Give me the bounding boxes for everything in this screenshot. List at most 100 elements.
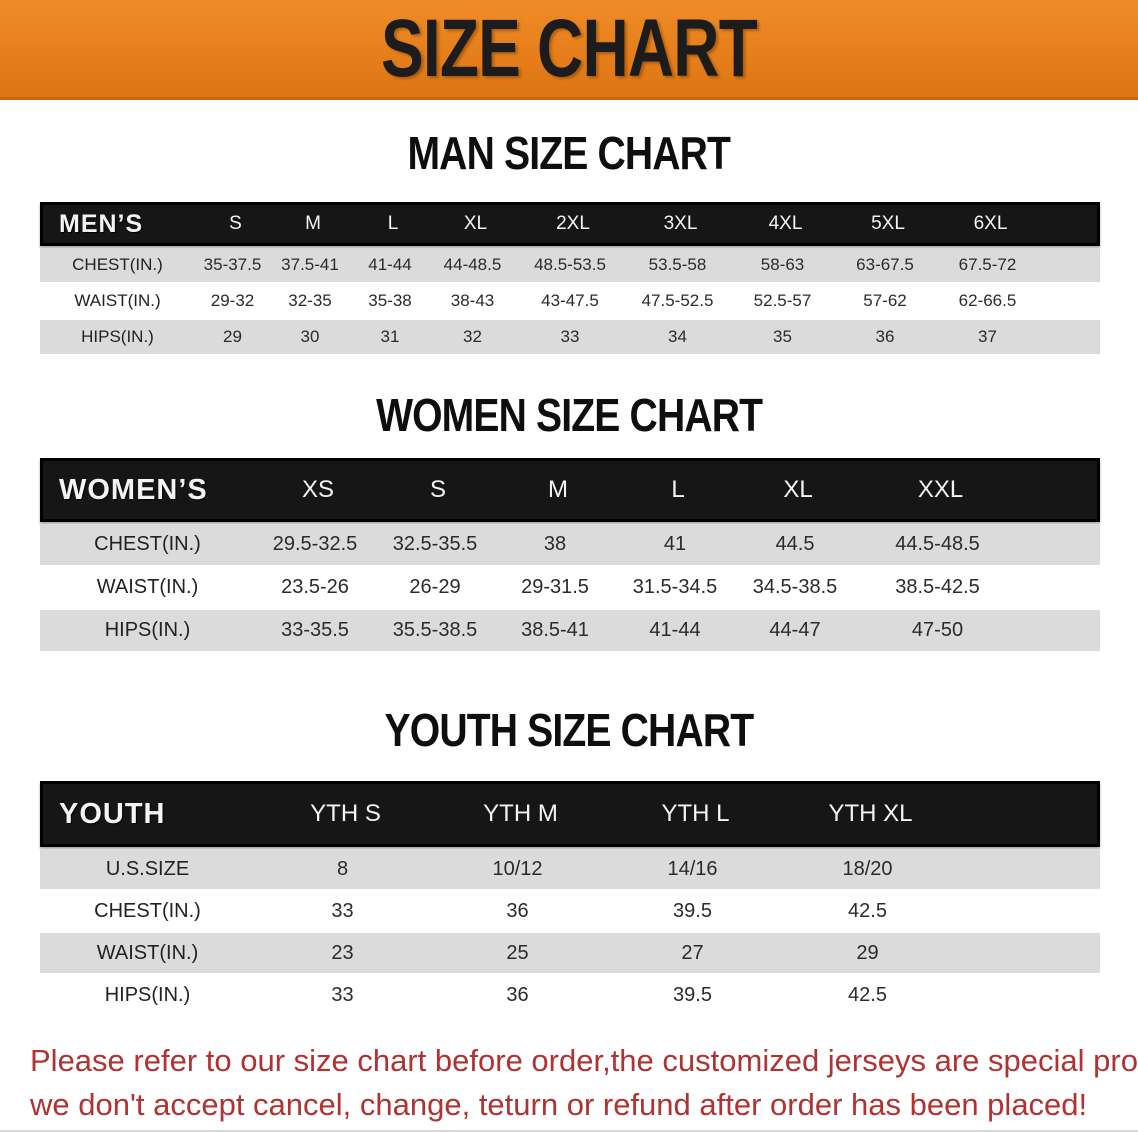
table-row: WAIST(IN.) 23 25 27 29	[40, 933, 1100, 973]
value-cell: 32	[463, 327, 482, 346]
banner-title: SIZE CHART	[381, 2, 758, 94]
youth-section-heading-text: YOUTH SIZE CHART	[384, 704, 755, 756]
size-header-cell: S	[429, 476, 446, 503]
size-header-cell: S	[229, 213, 242, 234]
youth-header-row: YOUTH YTH S YTH M YTH L YTH XL	[40, 781, 1100, 847]
value-cell: 41	[663, 533, 687, 555]
value-cell: 62-66.5	[958, 291, 1017, 310]
value-cell: 26-29	[409, 576, 461, 598]
size-header-cell: 5XL	[871, 213, 905, 234]
value-cell: 32-35	[288, 291, 332, 310]
value-cell: 23.5-26	[281, 576, 349, 598]
row-label: CHEST(IN.)	[94, 533, 201, 555]
value-cell: 67.5-72	[958, 255, 1017, 274]
footer-note-line-2: we don't accept cancel, change, teturn o…	[30, 1087, 1088, 1122]
size-header-cell: L	[387, 213, 399, 234]
footer-note-line-1: Please refer to our size chart before or…	[30, 1043, 1138, 1078]
value-cell: 57-62	[863, 291, 907, 310]
value-cell: 35-37.5	[203, 255, 262, 274]
table-row: WAIST(IN.) 29-32 32-35 35-38 38-43 43-47.5 47.…	[40, 284, 1100, 318]
row-label: HIPS(IN.)	[81, 327, 154, 346]
size-header-cell: YTH L	[661, 800, 730, 827]
table-title-cell: WOMEN’S	[59, 473, 208, 506]
row-label: HIPS(IN.)	[104, 983, 191, 1006]
value-cell: 14/16	[667, 857, 718, 880]
value-cell: 44-47	[769, 619, 821, 641]
table-row: CHEST(IN.) 29.5-32.5 32.5-35.5 38 41 44.5 44.5…	[40, 524, 1100, 565]
value-cell: 53.5-58	[648, 255, 707, 274]
value-cell: 29-31.5	[521, 576, 589, 598]
value-cell: 58-63	[760, 255, 805, 274]
value-cell: 38	[543, 533, 567, 555]
value-cell: 34.5-38.5	[752, 576, 838, 598]
value-cell: 23	[331, 941, 354, 964]
table-row: HIPS(IN.) 33-35.5 35.5-38.5 38.5-41 41-44 44-…	[40, 610, 1100, 651]
value-cell: 29	[223, 327, 242, 346]
size-header-cell: XXL	[917, 476, 964, 503]
value-cell: 36	[875, 327, 895, 346]
value-cell: 34	[668, 327, 687, 346]
size-header-cell: XL	[463, 213, 488, 234]
size-header-cell: YTH XL	[828, 800, 913, 827]
value-cell: 52.5-57	[753, 291, 812, 310]
table-row: CHEST(IN.) 35-37.5 37.5-41 41-44 44-48.5 48.5…	[40, 248, 1100, 282]
footer-note: Please refer to our size chart before or…	[0, 1039, 1138, 1127]
value-cell: 38.5-41	[521, 619, 589, 641]
value-cell: 36	[506, 899, 529, 922]
value-cell: 44-48.5	[443, 255, 502, 274]
banner: SIZE CHART	[0, 0, 1138, 100]
value-cell: 8	[336, 857, 349, 880]
value-cell: 33	[331, 899, 354, 922]
size-header-cell: XL	[783, 476, 813, 503]
value-cell: 31	[380, 327, 400, 346]
men-section-heading-text: MAN SIZE CHART	[407, 127, 731, 179]
size-header-cell: 6XL	[973, 213, 1008, 234]
youth-section-heading: YOUTH SIZE CHART	[0, 703, 1138, 757]
table-row: HIPS(IN.) 33 36 39.5 42.5	[40, 975, 1100, 1015]
value-cell: 36	[506, 983, 529, 1006]
value-cell: 35.5-38.5	[392, 619, 478, 641]
value-cell: 33	[560, 327, 580, 346]
row-label: WAIST(IN.)	[96, 576, 199, 598]
table-row: HIPS(IN.) 29 30 31 32 33 34 35 36 37	[40, 320, 1100, 354]
value-cell: 18/20	[842, 857, 893, 880]
table-row: CHEST(IN.) 33 36 39.5 42.5	[40, 891, 1100, 931]
value-cell: 10/12	[492, 857, 543, 880]
value-cell: 38.5-42.5	[895, 576, 980, 598]
table-title-cell: MEN’S	[59, 209, 144, 238]
row-label: U.S.SIZE	[105, 857, 190, 880]
youth-size-table: YOUTH YTH S YTH M YTH L YTH XL U.S.SIZE 8 10/1…	[40, 781, 1100, 1015]
women-size-table: WOMEN’S XS S M L XL XXL CHEST(IN.) 29.5-32.5 32.…	[40, 458, 1100, 651]
value-cell: 48.5-53.5	[534, 255, 606, 274]
women-section-heading: WOMEN SIZE CHART	[0, 388, 1138, 442]
value-cell: 41-44	[368, 255, 412, 274]
men-header-row: MEN’S S M L XL 2XL 3XL 4XL 5XL 6XL	[40, 202, 1100, 246]
women-header-row: WOMEN’S XS S M L XL XXL	[40, 458, 1100, 522]
row-label: HIPS(IN.)	[104, 619, 191, 641]
value-cell: 63-67.5	[856, 255, 914, 274]
value-cell: 44.5	[775, 533, 815, 555]
table-row: WAIST(IN.) 23.5-26 26-29 29-31.5 31.5-34.5 34…	[40, 567, 1100, 608]
value-cell: 39.5	[673, 983, 712, 1006]
value-cell: 44.5-48.5	[895, 533, 980, 555]
value-cell: 29.5-32.5	[272, 533, 358, 555]
value-cell: 29	[856, 941, 879, 964]
value-cell: 47-50	[911, 619, 964, 641]
size-header-cell: YTH S	[310, 800, 381, 827]
table-row: U.S.SIZE 8 10/12 14/16 18/20	[40, 849, 1100, 889]
row-label: CHEST(IN.)	[72, 255, 163, 274]
value-cell: 35-38	[368, 291, 412, 310]
row-label: WAIST(IN.)	[74, 291, 161, 310]
value-cell: 29-32	[210, 291, 255, 310]
size-header-cell: 4XL	[768, 213, 803, 234]
men-size-table: MEN’S S M L XL 2XL 3XL 4XL 5XL 6XL CHEST(IN.) 35-3…	[40, 202, 1100, 354]
value-cell: 39.5	[673, 899, 712, 922]
value-cell: 32.5-35.5	[392, 533, 478, 555]
row-label: CHEST(IN.)	[94, 899, 201, 922]
value-cell: 27	[681, 941, 704, 964]
value-cell: 37.5-41	[281, 255, 339, 274]
value-cell: 42.5	[848, 983, 887, 1006]
value-cell: 33	[331, 983, 354, 1006]
value-cell: 38-43	[450, 291, 495, 310]
women-section-heading-text: WOMEN SIZE CHART	[375, 389, 763, 441]
